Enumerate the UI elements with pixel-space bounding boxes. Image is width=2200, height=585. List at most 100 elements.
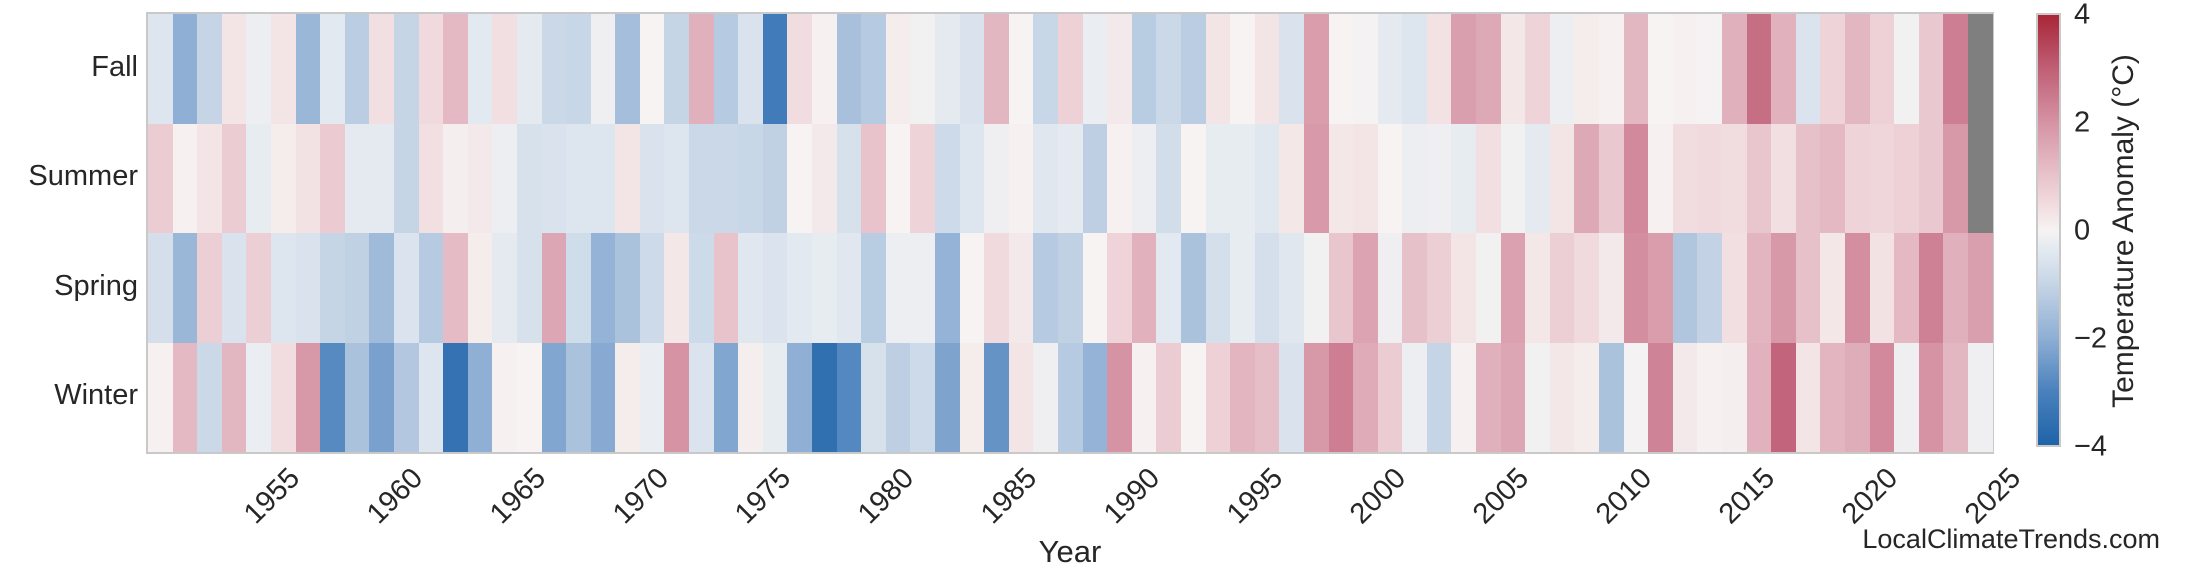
heatmap-cell — [1623, 342, 1649, 452]
x-tick-2020: 2020 — [1835, 462, 1905, 531]
heatmap-cell — [1672, 233, 1698, 343]
heatmap-cell — [1894, 233, 1919, 343]
x-tick-2000: 2000 — [1344, 462, 1413, 531]
heatmap-cell — [1082, 14, 1108, 124]
heatmap-cell — [1599, 342, 1624, 452]
heatmap-cell — [1180, 14, 1206, 124]
heatmap-cell — [467, 123, 493, 233]
heatmap-cell — [1156, 123, 1181, 233]
heatmap-cell — [1722, 233, 1747, 343]
heatmap-cell — [836, 342, 862, 452]
heatmap-cell — [1918, 342, 1944, 452]
heatmap-cell — [1697, 342, 1722, 452]
heatmap-cell — [1008, 342, 1034, 452]
heatmap-cell — [172, 342, 198, 452]
heatmap-grid — [148, 14, 1993, 452]
heatmap-cell — [1328, 233, 1354, 343]
heatmap-cell — [639, 123, 665, 233]
heatmap-cell — [516, 342, 542, 452]
heatmap-cell — [1377, 14, 1403, 124]
heatmap-cell — [1279, 342, 1304, 452]
heatmap-cell — [935, 123, 960, 233]
heatmap-cell — [1402, 233, 1427, 343]
heatmap-cell — [1328, 342, 1354, 452]
heatmap-cell — [1476, 123, 1501, 233]
x-tick-1985: 1985 — [975, 462, 1044, 531]
x-tick-2025: 2025 — [1958, 462, 2027, 531]
heatmap-cell — [639, 342, 665, 452]
heatmap-cell — [812, 123, 837, 233]
heatmap-cell — [689, 14, 714, 124]
heatmap-cell — [1525, 342, 1550, 452]
heatmap-cell — [1648, 233, 1673, 343]
heatmap-cell — [1869, 233, 1895, 343]
heatmap-cell — [1943, 123, 1968, 233]
heatmap-cell — [221, 123, 247, 233]
heatmap-cell — [1033, 123, 1058, 233]
heatmap-cell — [1574, 233, 1600, 343]
heatmap-cell — [1402, 123, 1427, 233]
heatmap-cell — [787, 342, 813, 452]
heatmap-cell — [615, 342, 640, 452]
heatmap-cell — [1500, 342, 1526, 452]
heatmap-cell — [664, 342, 690, 452]
heatmap-cell — [689, 233, 714, 343]
heatmap-cell — [172, 123, 198, 233]
x-tick-1955: 1955 — [237, 462, 306, 531]
heatmap-cell — [197, 123, 222, 233]
heatmap-cell — [1672, 342, 1698, 452]
heatmap-cell — [1230, 123, 1255, 233]
heatmap-cell — [861, 342, 886, 452]
heatmap-cell — [959, 342, 985, 452]
heatmap-cell — [1500, 123, 1526, 233]
heatmap-cell — [1156, 14, 1181, 124]
heatmap-cell — [910, 14, 935, 124]
heatmap-cell — [1279, 123, 1304, 233]
heatmap-cell — [1008, 233, 1034, 343]
heatmap-cell — [1844, 14, 1870, 124]
heatmap-cell — [1648, 342, 1673, 452]
heatmap-cell — [443, 14, 468, 124]
heatmap-cell — [664, 123, 690, 233]
heatmap-cell — [1082, 233, 1108, 343]
heatmap-cell — [393, 14, 419, 124]
heatmap-cell — [738, 342, 763, 452]
heatmap-cell — [393, 342, 419, 452]
heatmap-cell — [1303, 233, 1329, 343]
heatmap-cell — [1844, 123, 1870, 233]
heatmap-cell — [1918, 123, 1944, 233]
heatmap-cell — [1205, 342, 1231, 452]
heatmap-cell — [1648, 123, 1673, 233]
heatmap-cell — [516, 14, 542, 124]
heatmap-cell — [1254, 123, 1280, 233]
heatmap-cell — [1303, 14, 1329, 124]
heatmap-cell — [1082, 123, 1108, 233]
heatmap-row-summer — [148, 123, 1993, 233]
heatmap-cell — [1254, 342, 1280, 452]
heatmap-cell — [1377, 123, 1403, 233]
heatmap-cell — [639, 233, 665, 343]
heatmap-cell — [1082, 342, 1108, 452]
heatmap-cell — [1500, 233, 1526, 343]
heatmap-cell — [590, 14, 616, 124]
heatmap-cell — [738, 123, 763, 233]
heatmap-cell — [787, 14, 813, 124]
heatmap-cell — [1820, 14, 1845, 124]
heatmap-cell — [1599, 14, 1624, 124]
heatmap-cell — [615, 233, 640, 343]
heatmap-cell — [541, 233, 567, 343]
heatmap-cell — [615, 123, 640, 233]
heatmap-cell — [1057, 233, 1083, 343]
heatmap-cell — [1820, 342, 1845, 452]
heatmap-cell — [1771, 342, 1796, 452]
heatmap-cell — [443, 233, 468, 343]
heatmap-cell — [1599, 123, 1624, 233]
heatmap-cell — [1156, 342, 1181, 452]
heatmap-cell — [1107, 123, 1132, 233]
heatmap-cell — [1476, 14, 1501, 124]
heatmap-cell — [713, 123, 739, 233]
heatmap-plot-area — [146, 12, 1994, 454]
heatmap-cell — [344, 342, 370, 452]
heatmap-cell — [1746, 342, 1772, 452]
